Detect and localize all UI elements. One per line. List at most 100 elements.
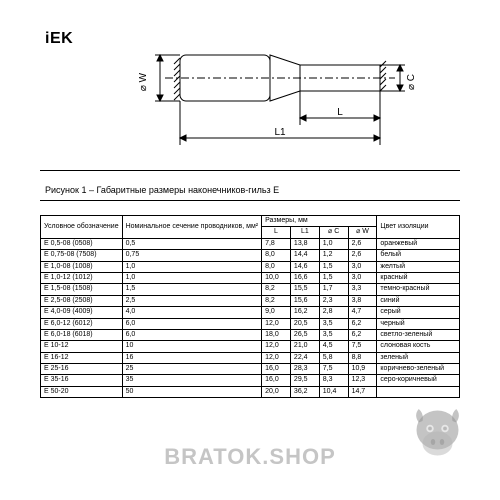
cell-L: 12,0 <box>262 352 291 363</box>
cell-d: Е 0,5-08 (0508) <box>41 238 123 249</box>
cell-C: 1,5 <box>319 261 348 272</box>
cell-L: 16,0 <box>262 364 291 375</box>
cell-n: 25 <box>122 364 262 375</box>
table-row: Е 0,5-08 (0508)0,57,813,81,02,6оранжевый <box>41 238 460 249</box>
th-designation: Условное обозначение <box>41 216 123 239</box>
cell-C: 2,3 <box>319 295 348 306</box>
cell-d: Е 6,0-18 (6018) <box>41 329 123 340</box>
cell-n: 50 <box>122 386 262 397</box>
cell-d: Е 1,0-08 (1008) <box>41 261 123 272</box>
cell-L: 20,0 <box>262 386 291 397</box>
table-row: Е 0,75-08 (7508)0,758,014,41,22,6белый <box>41 250 460 261</box>
th-nominal: Номинальное сечение проводников, мм² <box>122 216 262 239</box>
cell-W: 3,0 <box>348 272 377 283</box>
cell-L1: 36,2 <box>290 386 319 397</box>
cell-W: 2,6 <box>348 250 377 261</box>
cell-L1: 22,4 <box>290 352 319 363</box>
cell-n: 0,75 <box>122 250 262 261</box>
cell-L1: 15,5 <box>290 284 319 295</box>
dim-label-l: L <box>337 107 343 118</box>
cell-color: светло-зеленый <box>377 329 460 340</box>
cell-L1: 15,6 <box>290 295 319 306</box>
cell-d: Е 16-12 <box>41 352 123 363</box>
cell-L: 12,0 <box>262 341 291 352</box>
th-l1: L1 <box>290 227 319 238</box>
cell-C: 1,2 <box>319 250 348 261</box>
cell-L: 8,2 <box>262 295 291 306</box>
th-l: L <box>262 227 291 238</box>
cell-W: 3,0 <box>348 261 377 272</box>
cell-color: зеленый <box>377 352 460 363</box>
cell-d: Е 10-12 <box>41 341 123 352</box>
cell-W: 3,3 <box>348 284 377 295</box>
th-w: ⌀ W <box>348 227 377 238</box>
cell-W: 12,3 <box>348 375 377 386</box>
cell-color: красный <box>377 272 460 283</box>
cell-d: Е 35-16 <box>41 375 123 386</box>
cell-color: оранжевый <box>377 238 460 249</box>
cell-n: 1,0 <box>122 261 262 272</box>
cell-n: 10 <box>122 341 262 352</box>
cell-n: 2,5 <box>122 295 262 306</box>
cell-L1: 20,5 <box>290 318 319 329</box>
th-c: ⌀ C <box>319 227 348 238</box>
cell-C: 3,5 <box>319 318 348 329</box>
cell-L: 10,0 <box>262 272 291 283</box>
cell-color <box>377 386 460 397</box>
cell-L1: 14,6 <box>290 261 319 272</box>
cell-C: 10,4 <box>319 386 348 397</box>
cell-L1: 21,0 <box>290 341 319 352</box>
table-row: Е 1,0-08 (1008)1,08,014,61,53,0желтый <box>41 261 460 272</box>
cell-C: 8,3 <box>319 375 348 386</box>
table-row: Е 6,0-12 (6012)6,012,020,53,56,2черный <box>41 318 460 329</box>
table-row: Е 4,0-09 (4009)4,09,016,22,84,7серый <box>41 307 460 318</box>
figure-caption: Рисунок 1 – Габаритные размеры наконечни… <box>45 185 279 195</box>
cell-C: 3,5 <box>319 329 348 340</box>
cell-L1: 16,2 <box>290 307 319 318</box>
cell-n: 1,5 <box>122 284 262 295</box>
cell-W: 3,8 <box>348 295 377 306</box>
dim-label-l1: L1 <box>274 127 286 138</box>
cell-L1: 16,6 <box>290 272 319 283</box>
cell-L: 7,8 <box>262 238 291 249</box>
cell-L1: 29,5 <box>290 375 319 386</box>
cell-L: 8,0 <box>262 250 291 261</box>
cell-L: 16,0 <box>262 375 291 386</box>
cell-C: 7,5 <box>319 364 348 375</box>
cell-L: 8,0 <box>262 261 291 272</box>
dim-label-w: ⌀ W <box>138 72 149 91</box>
cell-d: Е 4,0-09 (4009) <box>41 307 123 318</box>
cell-color: белый <box>377 250 460 261</box>
cell-W: 2,6 <box>348 238 377 249</box>
cell-W: 10,9 <box>348 364 377 375</box>
cell-d: Е 25-16 <box>41 364 123 375</box>
cell-d: Е 50-20 <box>41 386 123 397</box>
th-color: Цвет изоляции <box>377 216 460 239</box>
cell-color: серо-коричневый <box>377 375 460 386</box>
cell-W: 4,7 <box>348 307 377 318</box>
cell-n: 6,0 <box>122 329 262 340</box>
cell-L: 8,2 <box>262 284 291 295</box>
cell-L: 18,0 <box>262 329 291 340</box>
cell-color: коричнево-зеленый <box>377 364 460 375</box>
dim-label-c: ⌀ C <box>406 74 417 90</box>
cell-color: слоновая кость <box>377 341 460 352</box>
cell-C: 4,5 <box>319 341 348 352</box>
cell-L: 9,0 <box>262 307 291 318</box>
dimensions-table: Условное обозначение Номинальное сечение… <box>40 215 460 398</box>
cell-L: 12,0 <box>262 318 291 329</box>
table-row: Е 16-121612,022,45,88,8зеленый <box>41 352 460 363</box>
cell-W: 8,8 <box>348 352 377 363</box>
table-row: Е 1,0-12 (1012)1,010,016,61,53,0красный <box>41 272 460 283</box>
brand-logo: iEK <box>45 30 73 48</box>
cell-n: 6,0 <box>122 318 262 329</box>
cell-n: 35 <box>122 375 262 386</box>
cell-color: серый <box>377 307 460 318</box>
table-row: Е 50-205020,036,210,414,7 <box>41 386 460 397</box>
table-row: Е 1,5-08 (1508)1,58,215,51,73,3темно-кра… <box>41 284 460 295</box>
cell-color: синий <box>377 295 460 306</box>
cell-color: черный <box>377 318 460 329</box>
cell-L1: 26,5 <box>290 329 319 340</box>
cell-C: 1,0 <box>319 238 348 249</box>
cell-C: 5,8 <box>319 352 348 363</box>
